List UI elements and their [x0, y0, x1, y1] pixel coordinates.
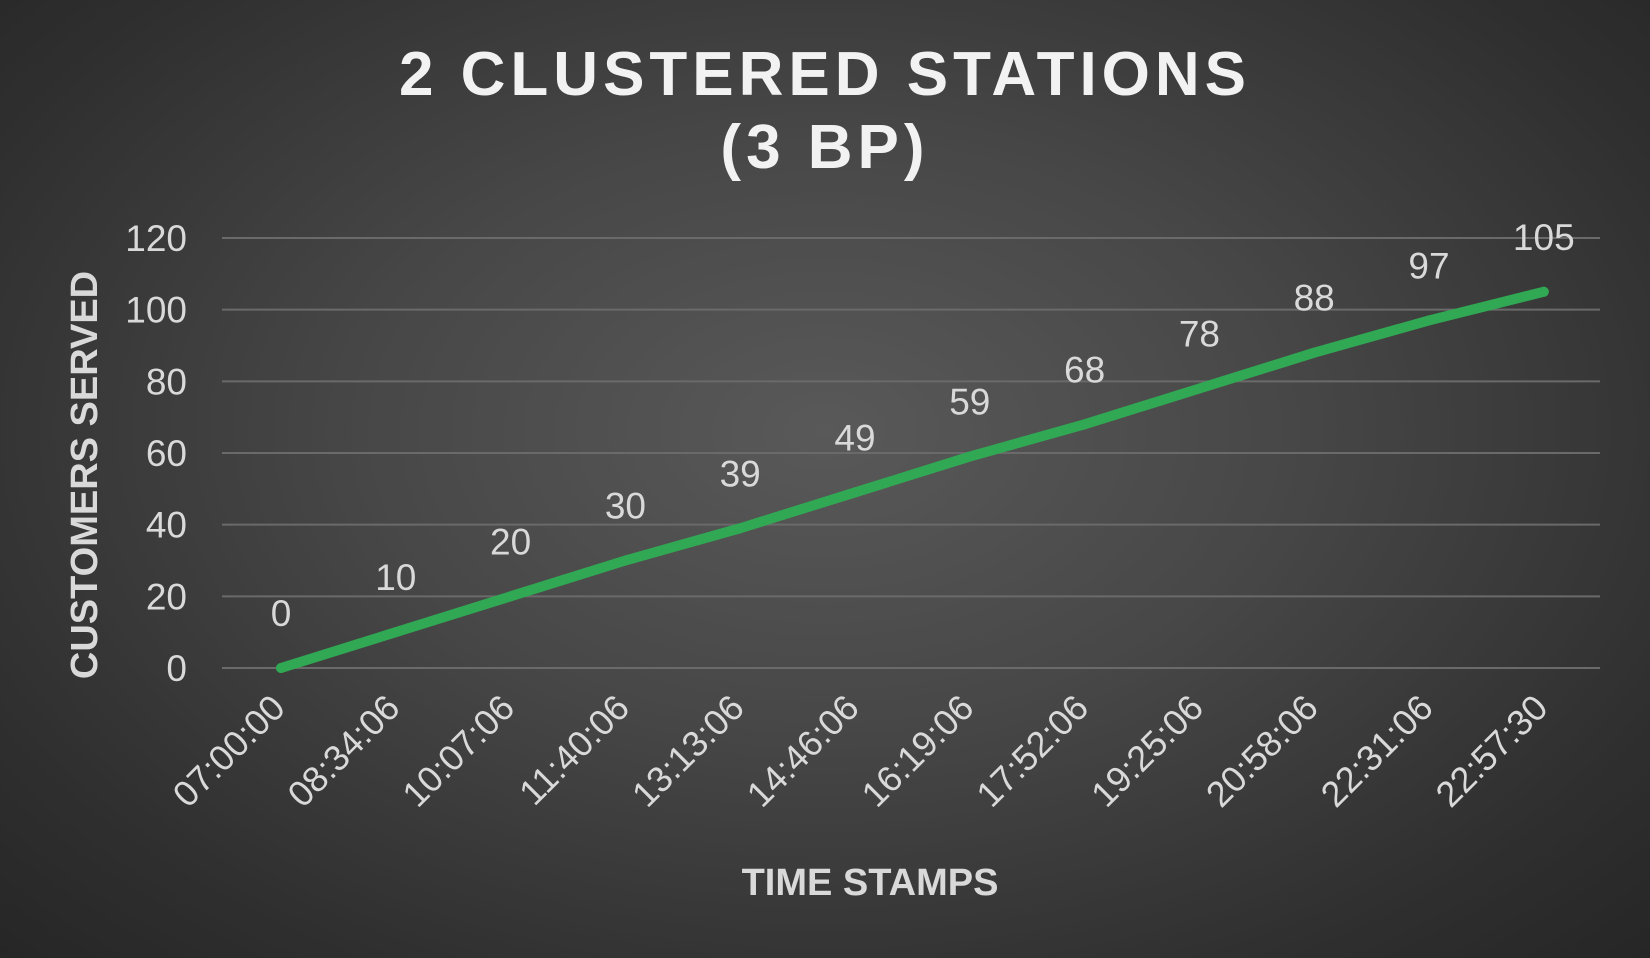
data-label: 0 — [271, 593, 292, 634]
chart-title-line-1: 2 CLUSTERED STATIONS — [399, 40, 1251, 109]
data-point — [964, 451, 975, 462]
data-label: 10 — [375, 557, 416, 598]
data-label: 59 — [949, 382, 990, 423]
data-label: 30 — [605, 486, 646, 527]
data-label: 97 — [1408, 245, 1449, 286]
y-tick-label: 100 — [125, 290, 187, 331]
data-label: 88 — [1294, 278, 1335, 319]
data-point — [1079, 419, 1090, 430]
x-tick-label: 20:58:06 — [1198, 687, 1326, 815]
data-point — [850, 487, 860, 498]
data-label: 49 — [834, 417, 875, 458]
data-point — [1309, 347, 1320, 358]
x-tick-label: 13:13:06 — [624, 687, 752, 815]
gridlines — [222, 237, 1600, 669]
y-axis-title: CUSTOMERS SERVED — [64, 271, 106, 679]
data-point — [1538, 286, 1549, 297]
data-label: 105 — [1513, 217, 1575, 258]
data-label: 68 — [1064, 349, 1105, 390]
y-tick-label: 120 — [125, 218, 187, 259]
series-layer — [276, 286, 1549, 673]
x-tick-label: 16:19:06 — [853, 687, 981, 815]
series-line — [276, 286, 1549, 673]
x-tick-label: 10:07:06 — [394, 687, 522, 815]
data-point — [505, 591, 516, 602]
y-tick-label: 40 — [146, 505, 187, 546]
data-label: 20 — [490, 521, 531, 562]
chart-title-line-2: (3 BP) — [720, 113, 929, 182]
data-label: 78 — [1179, 314, 1220, 355]
data-point — [276, 663, 286, 673]
x-tick-label: 17:52:06 — [968, 687, 1096, 815]
x-tick-label: 07:00:00 — [165, 687, 293, 815]
data-point — [620, 555, 631, 566]
y-axis-ticks: 0 20 40 60 80 100 120 — [125, 218, 187, 689]
x-tick-label: 22:57:30 — [1427, 687, 1555, 815]
data-point — [1194, 383, 1205, 394]
data-label: 39 — [720, 453, 761, 494]
data-point — [390, 627, 401, 638]
data-labels: 0 10 20 30 39 49 59 68 78 88 97 105 — [271, 217, 1575, 634]
x-tick-label: 08:34:06 — [279, 687, 407, 815]
y-tick-label: 20 — [146, 576, 187, 617]
x-axis-title: TIME STAMPS — [742, 862, 999, 904]
y-tick-label: 80 — [146, 361, 187, 402]
data-point — [1424, 315, 1434, 326]
data-point — [735, 523, 746, 534]
x-tick-label: 19:25:06 — [1083, 687, 1211, 815]
x-tick-label: 22:31:06 — [1313, 687, 1441, 815]
x-tick-label: 14:46:06 — [739, 687, 867, 815]
x-axis-ticks: 07:00:0008:34:0610:07:0611:40:0613:13:06… — [165, 687, 1556, 815]
y-tick-label: 0 — [166, 648, 187, 689]
x-tick-label: 11:40:06 — [511, 687, 637, 813]
y-tick-label: 60 — [146, 433, 187, 474]
